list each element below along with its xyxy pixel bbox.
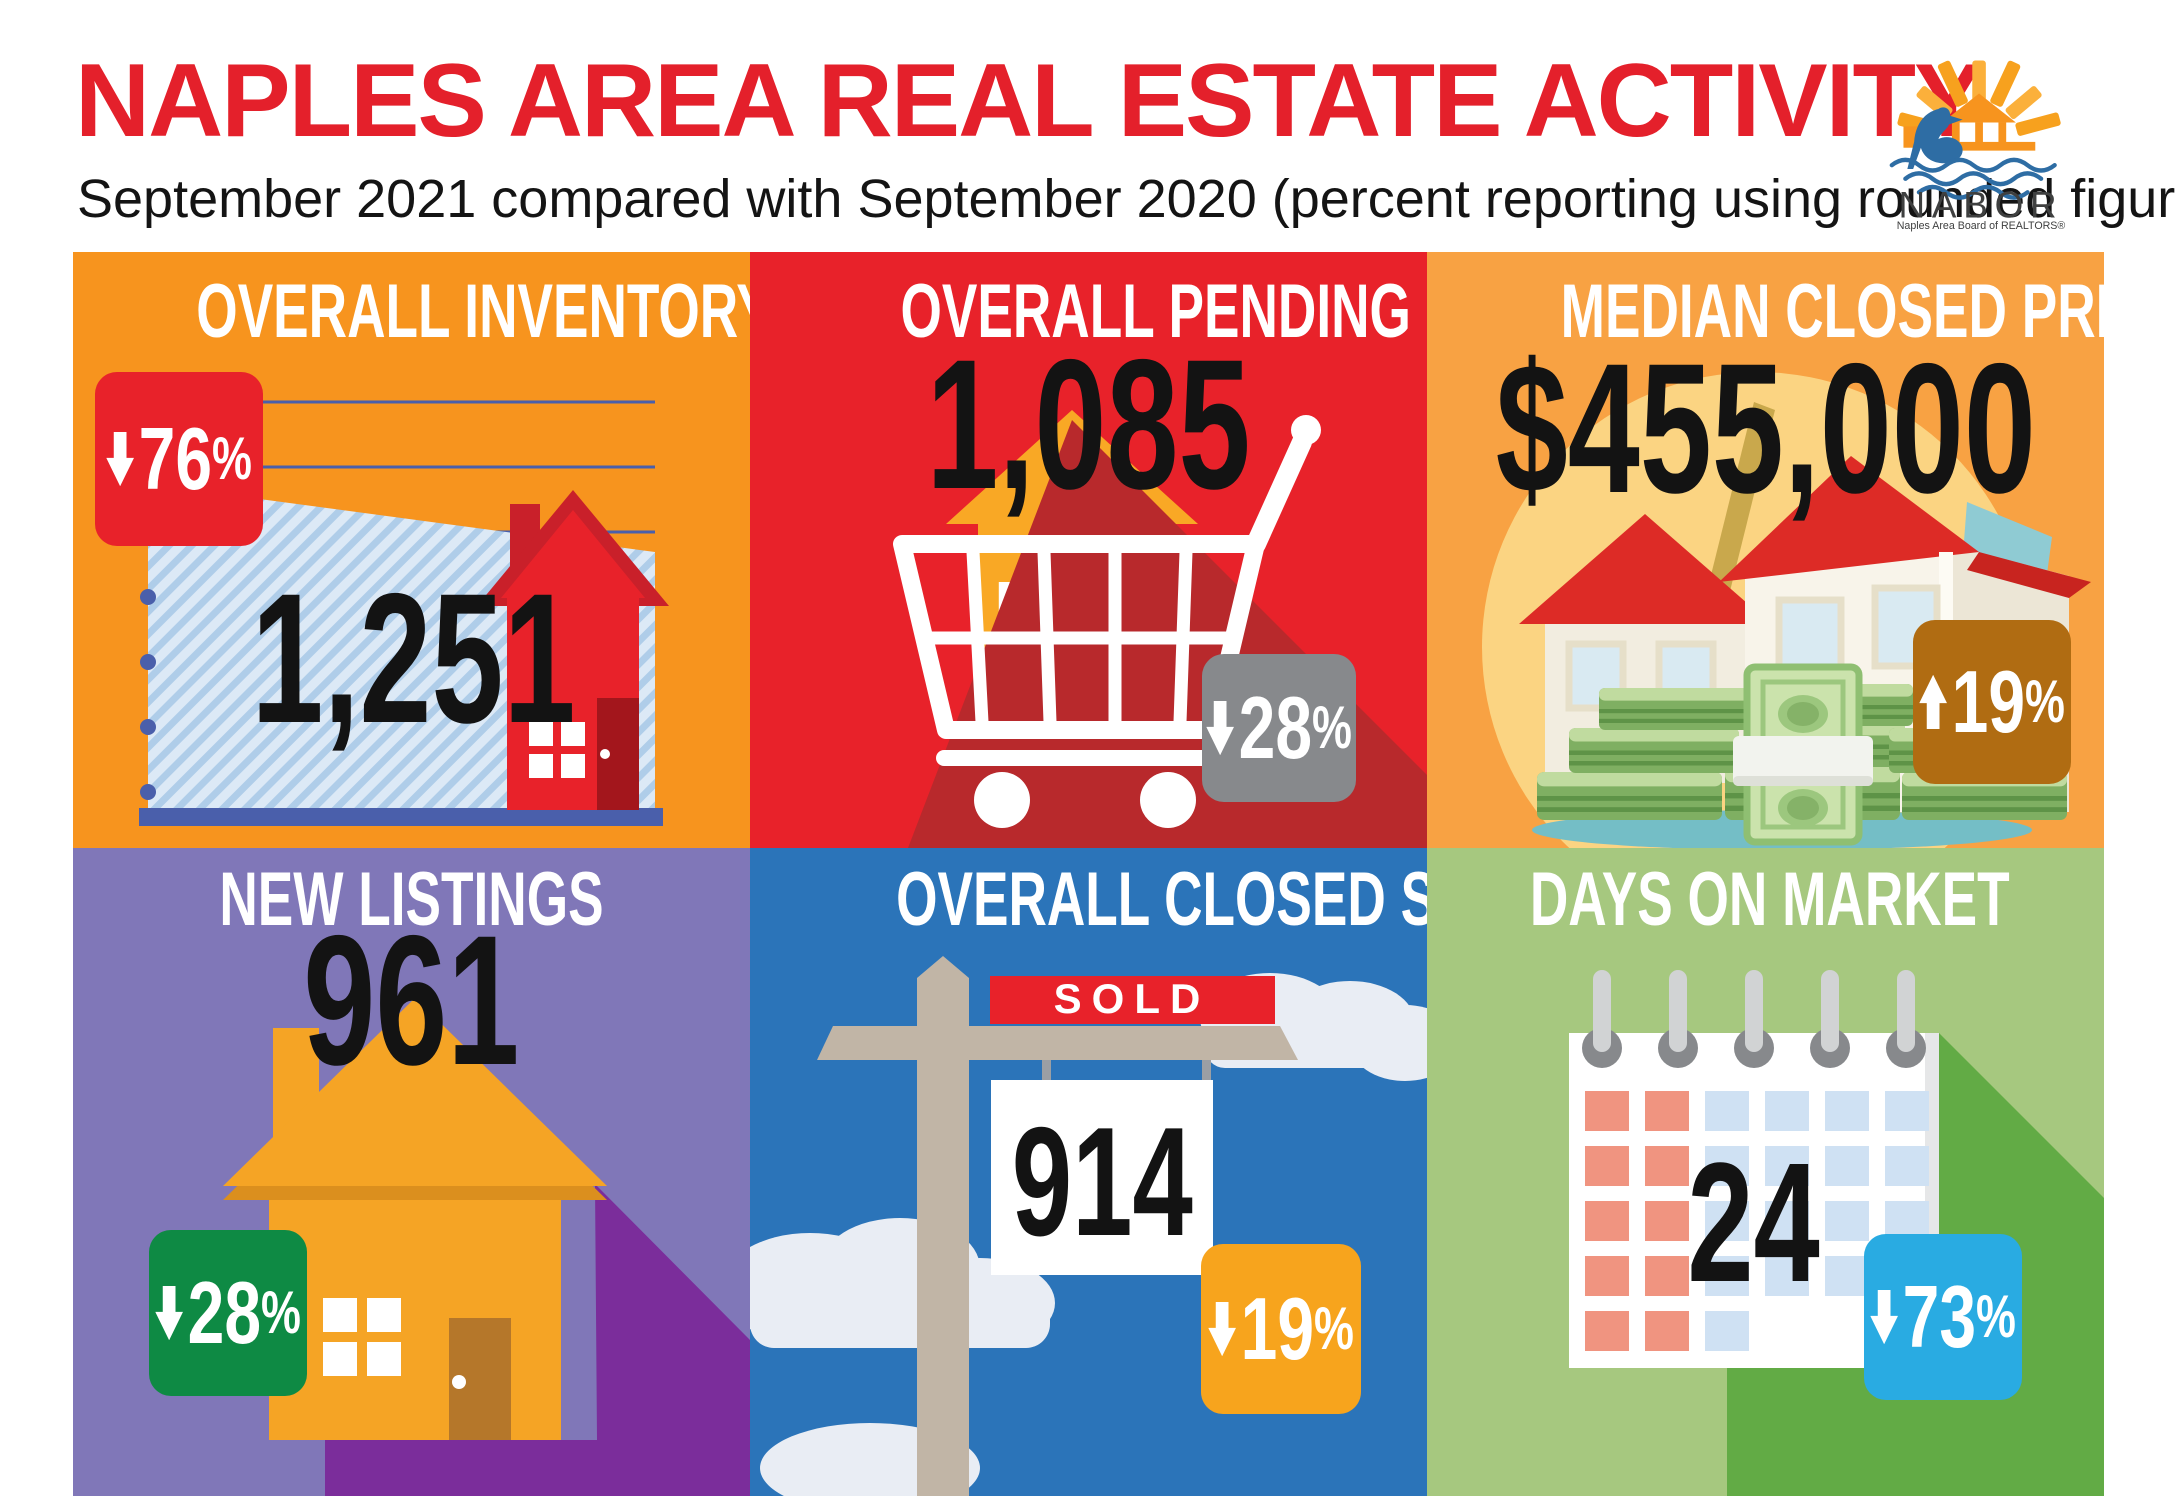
pending-sales-change-badge: 28% xyxy=(1202,654,1356,802)
logo-acronym: NABOR xyxy=(1899,185,2064,226)
calendar-days-red xyxy=(1585,1091,1689,1351)
panel-title: NEW LISTINGS xyxy=(219,857,604,942)
panel-overall-pending-sales: FH OVERALL PENDING SALES xyxy=(750,252,1427,848)
panel-title: DAYS ON MARKET xyxy=(1529,857,2010,942)
pending-sales-value: 1,085 xyxy=(926,321,1251,528)
new-listings-change-badge: 28% xyxy=(149,1230,307,1396)
median-price-value: $455,000 xyxy=(1495,325,2036,532)
up-arrow-icon xyxy=(1919,674,1947,730)
panel-overall-inventory: OVERALL INVENTORY 1,251 76% xyxy=(73,252,750,848)
red-house-icon xyxy=(477,490,669,810)
days-on-market-value: 24 xyxy=(1687,1127,1821,1318)
down-arrow-icon xyxy=(1870,1289,1898,1345)
panel-median-closed-price: MEDIAN CLOSED PRICE $455,000 19% xyxy=(1427,252,2104,848)
panel-title: OVERALL INVENTORY xyxy=(196,269,750,354)
orange-house-icon xyxy=(223,998,607,1440)
closed-sales-value: 914 xyxy=(1011,1094,1193,1268)
page-subtitle: September 2021 compared with September 2… xyxy=(77,169,2175,229)
logo-tagline: Naples Area Board of REALTORS® xyxy=(1897,220,2066,232)
sold-sign-illustration: SOLD xyxy=(750,956,1427,1496)
panel-new-listings: NEW LISTINGS 961 28% xyxy=(73,848,750,1496)
binder-rings xyxy=(1582,970,1926,1068)
sold-label: SOLD xyxy=(1054,975,1211,1022)
panel-days-on-market: DAYS ON MARKET 24 73% xyxy=(1427,848,2104,1496)
down-arrow-icon xyxy=(155,1285,183,1341)
inventory-chart-illustration xyxy=(139,400,669,826)
nabor-logo: NABOR Naples Area Board of REALTORS® xyxy=(1855,46,2107,232)
closed-sales-change-badge: 19% xyxy=(1201,1244,1361,1414)
days-on-market-change-badge: 73% xyxy=(1864,1234,2022,1400)
metrics-grid: OVERALL INVENTORY 1,251 76% FH xyxy=(73,252,2104,1496)
banded-bill-icon xyxy=(1733,663,1873,846)
inventory-change-badge: 76% xyxy=(95,372,263,546)
panel-title: MEDIAN CLOSED PRICE xyxy=(1560,269,2104,354)
baseline-bar xyxy=(139,808,663,826)
panel-title: OVERALL CLOSED SALES xyxy=(896,857,1427,942)
panel-title: OVERALL PENDING SALES xyxy=(900,269,1427,354)
heron-icon xyxy=(1907,107,1963,170)
down-arrow-icon xyxy=(106,431,134,487)
orange-house-illustration xyxy=(223,998,750,1496)
shopping-cart-icon xyxy=(893,415,1321,828)
down-arrow-icon xyxy=(1206,700,1234,756)
median-price-change-badge: 19% xyxy=(1913,620,2071,784)
new-listings-value: 961 xyxy=(303,897,520,1104)
house-and-money-illustration xyxy=(1482,372,2091,848)
diagonal-shadow xyxy=(325,1184,750,1496)
waves-icon xyxy=(1889,157,2057,200)
panel-overall-closed-sales: SOLD OVERALL CLOSED SALES 914 19% xyxy=(750,848,1427,1496)
down-arrow-icon xyxy=(1208,1301,1236,1357)
page-title: NAPLES AREA REAL ESTATE ACTIVITY xyxy=(75,43,1983,159)
sold-sign-icon: SOLD xyxy=(817,956,1298,1496)
inventory-value: 1,251 xyxy=(250,555,576,762)
